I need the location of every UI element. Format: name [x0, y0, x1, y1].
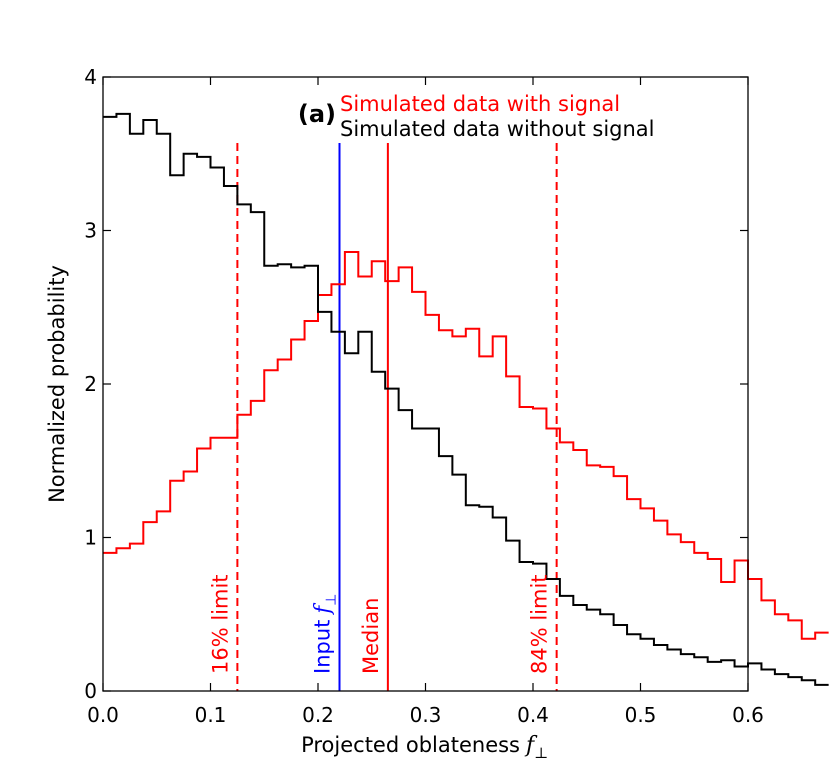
x-axis-label: Projected oblateness	[301, 733, 520, 757]
reference-line-label-3: 84% limit	[528, 574, 552, 674]
reference-line-subscript-1: ⊥	[324, 594, 340, 606]
y-tick-label-2: 2	[84, 372, 97, 396]
x-tick-label-1: 0.1	[195, 703, 227, 727]
legend-no-signal: Simulated data without signal	[340, 117, 655, 141]
x-tick-label-6: 0.6	[732, 703, 764, 727]
plot-background	[103, 77, 748, 691]
plot-frame	[102, 76, 749, 692]
y-tick-label-1: 1	[84, 526, 97, 550]
x-tick-label-3: 0.3	[410, 703, 442, 727]
histogram-series-1	[103, 112, 829, 686]
x-tick-label-5: 0.5	[625, 703, 657, 727]
x-axis-label-text: Projected oblateness	[301, 733, 520, 757]
plot-area	[103, 112, 829, 691]
y-tick-label-0: 0	[84, 679, 97, 703]
y-axis-label: Normalized probability	[45, 265, 69, 503]
x-tick-label-2: 0.2	[302, 703, 334, 727]
reference-line-label-0: 16% limit	[208, 574, 232, 674]
reference-line-label-2: Median	[359, 598, 383, 674]
y-tick-label-3: 3	[84, 219, 97, 243]
x-tick-label-0: 0.0	[87, 703, 119, 727]
x-axis-subscript: ⊥	[534, 744, 548, 762]
x-tick-label-4: 0.4	[517, 703, 549, 727]
y-tick-label-4: 4	[84, 65, 97, 89]
histogram-series-0	[103, 250, 829, 640]
reference-line-symbol-1: f	[311, 603, 335, 616]
x-axis-label-symbol: f⊥	[524, 733, 548, 762]
legend-signal: Simulated data with signal	[340, 92, 620, 116]
panel-label: (a)	[298, 100, 336, 128]
